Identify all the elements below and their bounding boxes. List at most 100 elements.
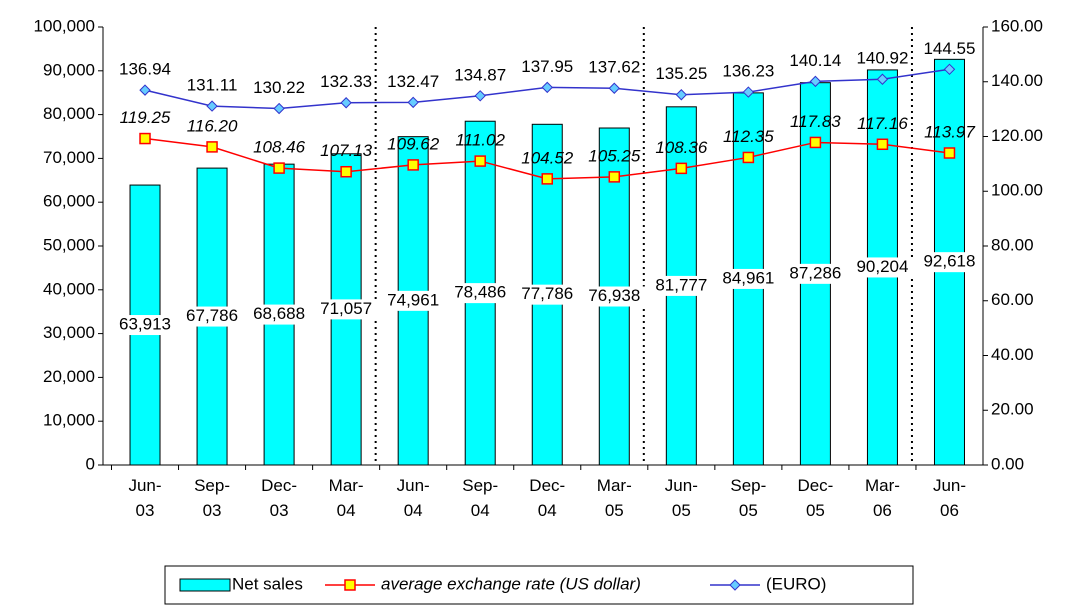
data-label: 137.62 <box>588 58 640 77</box>
marker <box>943 147 956 159</box>
data-label: 136.94 <box>119 60 171 79</box>
data-label-bg <box>179 306 246 327</box>
marker <box>742 86 755 98</box>
y2-tick-label: 120.00 <box>991 126 1043 145</box>
data-label: 105.25 <box>588 146 641 165</box>
legend-swatch <box>179 578 231 592</box>
x-tick-label: Mar-05 <box>597 476 632 520</box>
y2-tick-label: 0.00 <box>991 454 1024 473</box>
marker <box>541 173 553 185</box>
x-tick-label: Sep-05 <box>730 476 766 520</box>
data-label: 111.02 <box>455 131 505 150</box>
data-label-bg <box>715 268 782 289</box>
x-tick-label: Jun-03 <box>128 476 161 520</box>
x-tick-label: Dec-05 <box>797 476 833 520</box>
data-label: 136.23 <box>722 62 774 81</box>
data-label: 71,057 <box>320 299 372 318</box>
data-label: 119.25 <box>120 108 171 127</box>
data-label: 137.95 <box>521 57 573 76</box>
marker <box>407 96 419 109</box>
y-tick-label: 30,000 <box>43 323 95 342</box>
y2-tick-label: 60.00 <box>991 290 1034 309</box>
x-tick-label: Mar-06 <box>865 476 900 520</box>
data-label: 134.87 <box>454 65 506 84</box>
data-label: 117.83 <box>790 112 841 131</box>
x-tick-label: Sep-04 <box>462 476 498 520</box>
data-label-bg <box>782 263 849 284</box>
data-label: 140.14 <box>789 51 841 70</box>
data-label: 131.11 <box>187 76 238 95</box>
x-tick-label: Sep-03 <box>194 476 230 520</box>
data-label: 68,688 <box>253 304 305 323</box>
marker <box>742 151 755 164</box>
data-label: 135.25 <box>655 64 707 83</box>
marker <box>541 81 553 94</box>
marker <box>809 75 822 88</box>
y-tick-label: 0 <box>86 454 95 473</box>
legend-marker <box>344 579 356 591</box>
y2-tick-label: 40.00 <box>991 345 1034 364</box>
marker <box>139 84 151 96</box>
marker <box>340 165 352 178</box>
data-label: 130.22 <box>253 78 305 97</box>
marker <box>206 141 218 153</box>
data-label: 144.55 <box>923 39 975 58</box>
y-tick-label: 80,000 <box>43 104 95 123</box>
legend-marker <box>729 579 741 591</box>
data-label-bg <box>916 252 983 273</box>
data-label: 77,786 <box>521 284 573 303</box>
data-label: 116.20 <box>187 116 238 135</box>
data-label: 107.13 <box>320 141 373 160</box>
y-tick-label: 60,000 <box>43 192 95 211</box>
x-tick-label: Jun-06 <box>933 476 966 520</box>
marker <box>608 171 621 183</box>
marker <box>474 90 486 102</box>
marker <box>206 100 218 112</box>
data-label: 108.36 <box>655 138 708 157</box>
data-label: 132.33 <box>320 72 372 91</box>
y-tick-label: 100,000 <box>34 16 95 35</box>
marker <box>876 138 889 151</box>
x-tick-label: Dec-04 <box>529 476 565 520</box>
legend-label: Net sales <box>232 574 303 593</box>
data-label: 81,777 <box>655 275 707 294</box>
data-label: 76,938 <box>588 286 640 305</box>
data-label-bg <box>246 304 313 325</box>
data-label-bg <box>313 299 380 320</box>
data-label-bg <box>380 290 447 311</box>
data-label-bg <box>849 257 916 278</box>
marker <box>675 89 688 101</box>
data-label: 87,286 <box>789 263 841 282</box>
marker <box>809 136 822 149</box>
legend-box <box>164 565 914 605</box>
y-tick-label: 40,000 <box>43 279 95 298</box>
y-tick-label: 50,000 <box>43 235 95 254</box>
marker <box>675 162 688 175</box>
data-label: 108.46 <box>253 138 306 157</box>
marker <box>407 159 419 171</box>
y-tick-label: 70,000 <box>43 148 95 167</box>
data-label: 112.35 <box>723 127 774 146</box>
data-label-bg <box>112 315 179 336</box>
y2-tick-label: 160.00 <box>991 16 1043 35</box>
data-label: 140.92 <box>856 49 908 68</box>
x-tick-label: Dec-03 <box>261 476 297 520</box>
y-tick-label: 90,000 <box>43 60 95 79</box>
marker <box>139 132 151 145</box>
data-label: 109.62 <box>387 134 440 153</box>
y-tick-label: 20,000 <box>43 367 95 386</box>
data-label: 74,961 <box>387 290 439 309</box>
x-tick-label: Jun-04 <box>397 476 430 520</box>
marker <box>943 63 956 76</box>
marker <box>273 162 285 174</box>
marker <box>273 102 285 115</box>
y-tick-label: 10,000 <box>43 411 95 430</box>
y2-tick-label: 20.00 <box>991 400 1034 419</box>
marker <box>608 82 620 94</box>
data-label: 117.16 <box>857 114 908 133</box>
data-label: 78,486 <box>454 283 506 302</box>
y2-tick-label: 140.00 <box>991 71 1043 90</box>
data-label: 132.47 <box>387 72 439 91</box>
x-tick-label: Jun-05 <box>665 476 698 520</box>
